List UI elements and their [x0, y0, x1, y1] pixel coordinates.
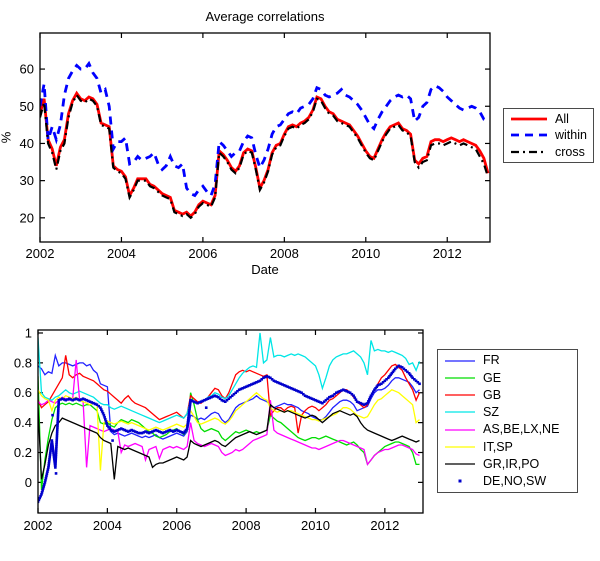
x-tick-label: 2008: [232, 518, 261, 533]
legend-entry-ge: GE: [438, 369, 577, 386]
x-tick-label: 2010: [351, 246, 380, 261]
legend-entry-it-sp: IT,SP: [438, 438, 577, 455]
legend-entry-gr-ir-po: GR,IR,PO: [438, 456, 577, 473]
legend-entry-de-no-sw: DE,NO,SW: [438, 473, 577, 490]
legend-entry-label: GR,IR,PO: [483, 456, 540, 471]
x-tick-label: 2012: [370, 518, 399, 533]
series-SZ: [38, 332, 421, 424]
x-tick-label: 2002: [26, 246, 55, 261]
legend-entry-cross: cross: [504, 144, 593, 160]
legend-entry-label: DE,NO,SW: [483, 474, 547, 489]
x-tick-label: 2002: [24, 518, 53, 533]
legend-line-sample: [458, 479, 462, 483]
legend-line-sample: [445, 428, 475, 431]
legend-line-sample: [445, 446, 475, 448]
legend-line-sample: [445, 377, 475, 379]
top-axes-box: [39, 32, 491, 243]
y-tick-label: 0.6: [14, 385, 32, 400]
y-tick-label: 0.2: [14, 445, 32, 460]
y-tick-label: 0.8: [14, 355, 32, 370]
bottom-chart: 2002 2004 2006 2008 2010 2012 0 0.2 0.4 0.6 0.8 1: [14, 325, 424, 533]
x-tick-label: 2006: [188, 246, 217, 261]
legend-entry-label: AS,BE,LX,NE: [483, 422, 560, 437]
series-AS,BE,LX,NE: [38, 359, 420, 468]
series-All: [40, 90, 490, 218]
x-tick-label: 2004: [93, 518, 122, 533]
top-chart-title: Average correlations: [205, 9, 325, 24]
x-tick-label: 2006: [162, 518, 191, 533]
series-GR,IR,PO: [38, 403, 420, 480]
y-tick-label: 0: [25, 475, 32, 490]
legend-entry-sz: SZ: [438, 404, 577, 421]
legend-line-sample: [445, 463, 475, 465]
y-tick-label: 1: [25, 325, 32, 340]
series-within: [40, 60, 489, 198]
x-tick-label: 2008: [270, 246, 299, 261]
x-tick-label: 2012: [433, 246, 462, 261]
legend-line-sample: [445, 411, 475, 414]
top-axis-ticks: [39, 33, 490, 242]
legend-entry-gb: GB: [438, 387, 577, 404]
top-chart-xlabel: Date: [251, 262, 279, 277]
legend-entry-all: All: [504, 111, 593, 127]
legend-line-sample: [511, 134, 547, 137]
series-GE: [38, 376, 420, 490]
x-tick-label: 2010: [301, 518, 330, 533]
legend-line-sample: [511, 150, 547, 153]
y-tick-label: 60: [20, 62, 34, 77]
top-chart: 2002 2004 2006 2008 2010 2012 20 30 40 50 60: [20, 32, 491, 261]
bottom-axis-ticks: [37, 330, 423, 513]
legend-line-sample: [511, 117, 547, 121]
legend-entry-label: SZ: [483, 405, 499, 420]
y-tick-label: 40: [20, 136, 34, 151]
legend-entry-within: within: [504, 127, 593, 143]
series-cross: [40, 93, 490, 220]
legend-entry-label: within: [555, 128, 587, 143]
legend-entry-label: All: [555, 111, 569, 126]
legend-entry-label: GE: [483, 370, 502, 385]
legend-entry-as-be-lx-ne: AS,BE,LX,NE: [438, 421, 577, 438]
y-tick-label: 30: [20, 173, 34, 188]
legend-line-sample: [445, 394, 475, 396]
x-tick-label: 2004: [107, 246, 136, 261]
top-chart-ylabel: %: [0, 131, 14, 144]
bottom-chart-legend: FR GE GB SZ AS,BE,LX,NE IT,SP GR,IR,PO DE,NO,SW: [437, 349, 578, 493]
y-tick-label: 0.4: [14, 415, 32, 430]
y-tick-label: 20: [20, 210, 34, 225]
series-IT,SP: [38, 389, 420, 471]
y-tick-label: 50: [20, 99, 34, 114]
legend-entry-label: FR: [483, 353, 500, 368]
legend-line-sample: [445, 359, 475, 362]
legend-entry-label: IT,SP: [483, 439, 513, 454]
top-chart-legend: All within cross: [503, 108, 594, 163]
legend-entry-label: GB: [483, 387, 502, 402]
legend-entry-label: cross: [555, 144, 585, 159]
series-FR: [38, 352, 420, 440]
series-DE,NO,SW: [38, 364, 421, 504]
legend-entry-fr: FR: [438, 352, 577, 369]
bottom-axes-box: [37, 329, 424, 514]
